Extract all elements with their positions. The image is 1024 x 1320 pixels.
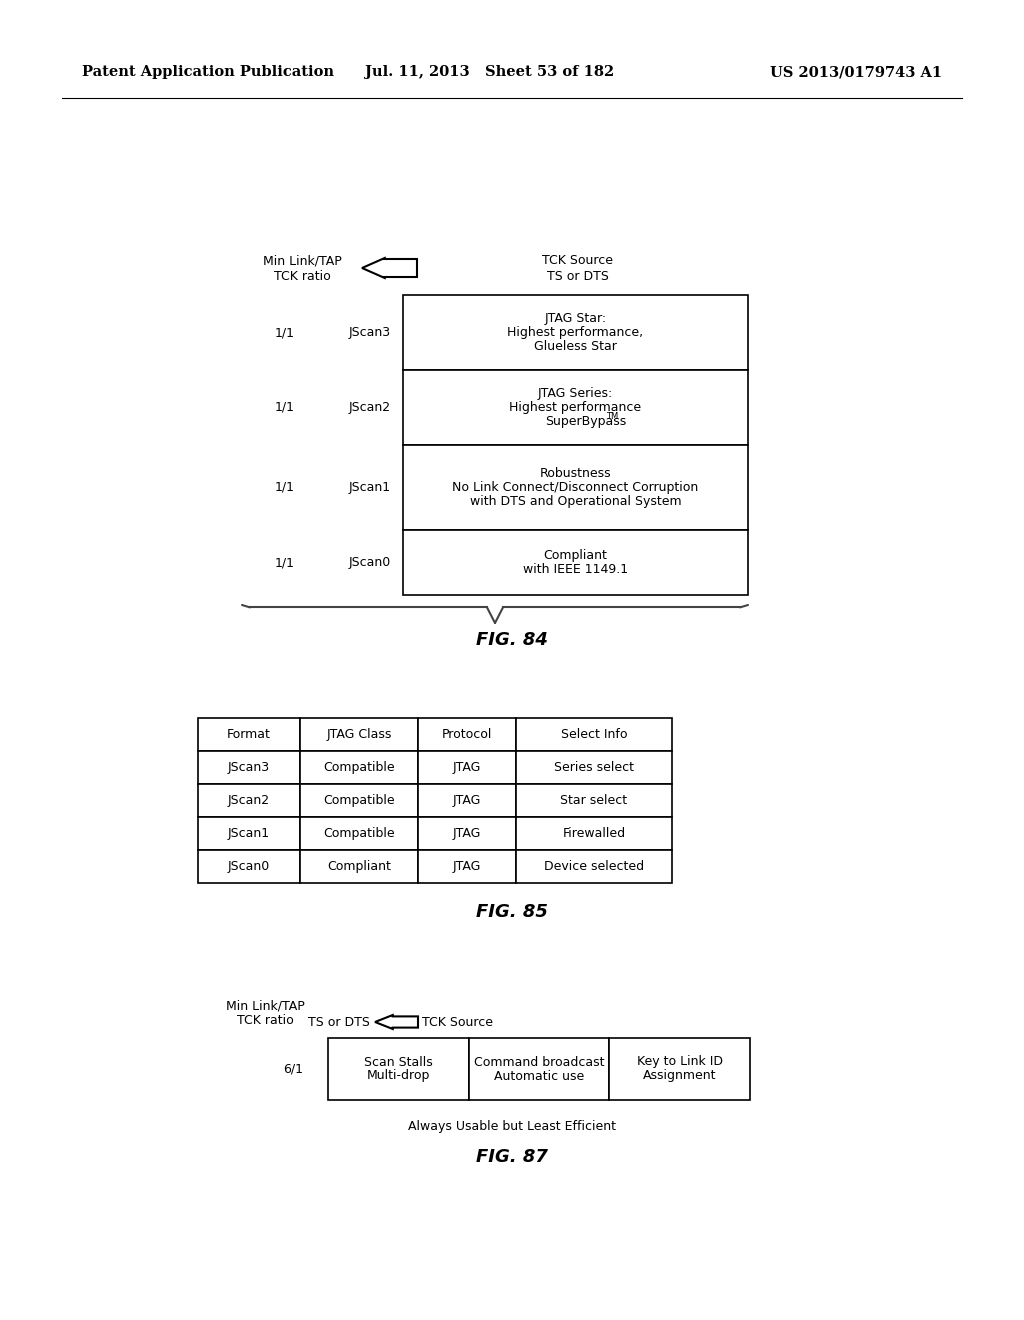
Text: SuperBypass: SuperBypass bbox=[545, 414, 627, 428]
Bar bbox=[516, 784, 672, 817]
Bar bbox=[198, 751, 300, 784]
Text: TCK ratio: TCK ratio bbox=[237, 1015, 293, 1027]
Text: Compliant: Compliant bbox=[544, 549, 607, 562]
Text: Compliant: Compliant bbox=[327, 861, 391, 873]
Text: Firewalled: Firewalled bbox=[562, 828, 626, 840]
Text: Always Usable but Least Efficient: Always Usable but Least Efficient bbox=[408, 1119, 616, 1133]
Text: Patent Application Publication: Patent Application Publication bbox=[82, 65, 334, 79]
Text: JTAG: JTAG bbox=[453, 861, 481, 873]
Text: FIG. 85: FIG. 85 bbox=[476, 903, 548, 921]
Text: Automatic use: Automatic use bbox=[494, 1069, 584, 1082]
Text: with DTS and Operational System: with DTS and Operational System bbox=[470, 495, 681, 508]
Text: FIG. 84: FIG. 84 bbox=[476, 631, 548, 649]
Text: JScan1: JScan1 bbox=[228, 828, 270, 840]
Text: Select Info: Select Info bbox=[561, 729, 628, 741]
Bar bbox=[516, 718, 672, 751]
Text: JScan0: JScan0 bbox=[349, 556, 391, 569]
Text: JTAG Series:: JTAG Series: bbox=[538, 387, 613, 400]
Text: Command broadcast: Command broadcast bbox=[474, 1056, 604, 1068]
Bar bbox=[403, 531, 748, 595]
Text: Device selected: Device selected bbox=[544, 861, 644, 873]
Text: Glueless Star: Glueless Star bbox=[535, 341, 616, 352]
Text: JScan0: JScan0 bbox=[228, 861, 270, 873]
Text: JTAG: JTAG bbox=[453, 762, 481, 774]
Bar bbox=[300, 751, 418, 784]
Text: 6/1: 6/1 bbox=[283, 1063, 303, 1076]
Text: TCK Source: TCK Source bbox=[543, 255, 613, 268]
Text: JScan3: JScan3 bbox=[228, 762, 270, 774]
Text: 1/1: 1/1 bbox=[275, 401, 295, 414]
Text: TM: TM bbox=[606, 412, 618, 421]
Bar bbox=[609, 1038, 750, 1100]
Text: 1/1: 1/1 bbox=[275, 480, 295, 494]
Text: Assignment: Assignment bbox=[643, 1069, 717, 1082]
Text: US 2013/0179743 A1: US 2013/0179743 A1 bbox=[770, 65, 942, 79]
Bar bbox=[418, 751, 516, 784]
Text: Jul. 11, 2013   Sheet 53 of 182: Jul. 11, 2013 Sheet 53 of 182 bbox=[366, 65, 614, 79]
Bar bbox=[198, 784, 300, 817]
Bar bbox=[300, 850, 418, 883]
Text: Series select: Series select bbox=[554, 762, 634, 774]
Polygon shape bbox=[362, 257, 417, 279]
Text: Compatible: Compatible bbox=[324, 762, 395, 774]
Bar bbox=[403, 294, 748, 370]
Text: Robustness: Robustness bbox=[540, 467, 611, 480]
Bar bbox=[300, 784, 418, 817]
Text: Highest performance,: Highest performance, bbox=[508, 326, 643, 339]
Bar bbox=[516, 850, 672, 883]
Text: JScan2: JScan2 bbox=[228, 795, 270, 807]
Text: Compatible: Compatible bbox=[324, 795, 395, 807]
Bar bbox=[418, 784, 516, 817]
Text: JTAG Star:: JTAG Star: bbox=[545, 312, 606, 325]
Text: FIG. 87: FIG. 87 bbox=[476, 1148, 548, 1166]
Text: Compatible: Compatible bbox=[324, 828, 395, 840]
Text: JScan1: JScan1 bbox=[349, 480, 391, 494]
Text: Highest performance: Highest performance bbox=[509, 401, 642, 414]
Bar bbox=[403, 445, 748, 531]
Text: Protocol: Protocol bbox=[441, 729, 493, 741]
Text: Scan Stalls: Scan Stalls bbox=[364, 1056, 433, 1068]
Text: with IEEE 1149.1: with IEEE 1149.1 bbox=[523, 564, 628, 576]
Text: TS or DTS: TS or DTS bbox=[308, 1015, 370, 1028]
Text: TCK ratio: TCK ratio bbox=[273, 269, 331, 282]
Text: JTAG: JTAG bbox=[453, 795, 481, 807]
Text: TCK Source: TCK Source bbox=[422, 1015, 493, 1028]
Text: 1/1: 1/1 bbox=[275, 326, 295, 339]
Text: JScan3: JScan3 bbox=[349, 326, 391, 339]
Bar bbox=[300, 718, 418, 751]
Text: Multi-drop: Multi-drop bbox=[367, 1069, 430, 1082]
Text: JScan2: JScan2 bbox=[349, 401, 391, 414]
Text: Min Link/TAP: Min Link/TAP bbox=[262, 255, 341, 268]
Bar bbox=[418, 718, 516, 751]
Text: Format: Format bbox=[227, 729, 271, 741]
Polygon shape bbox=[375, 1015, 418, 1030]
Bar bbox=[418, 850, 516, 883]
Bar bbox=[198, 817, 300, 850]
Text: JTAG: JTAG bbox=[453, 828, 481, 840]
Bar bbox=[516, 751, 672, 784]
Bar bbox=[198, 850, 300, 883]
Text: No Link Connect/Disconnect Corruption: No Link Connect/Disconnect Corruption bbox=[453, 480, 698, 494]
Bar bbox=[198, 718, 300, 751]
Text: Star select: Star select bbox=[560, 795, 628, 807]
Text: TS or DTS: TS or DTS bbox=[547, 269, 609, 282]
Bar bbox=[403, 370, 748, 445]
Text: JTAG Class: JTAG Class bbox=[327, 729, 392, 741]
Text: Min Link/TAP: Min Link/TAP bbox=[225, 999, 304, 1012]
Bar bbox=[328, 1038, 469, 1100]
Bar bbox=[300, 817, 418, 850]
Bar bbox=[418, 817, 516, 850]
Text: Key to Link ID: Key to Link ID bbox=[637, 1056, 723, 1068]
Text: 1/1: 1/1 bbox=[275, 556, 295, 569]
Bar bbox=[469, 1038, 609, 1100]
Bar bbox=[516, 817, 672, 850]
